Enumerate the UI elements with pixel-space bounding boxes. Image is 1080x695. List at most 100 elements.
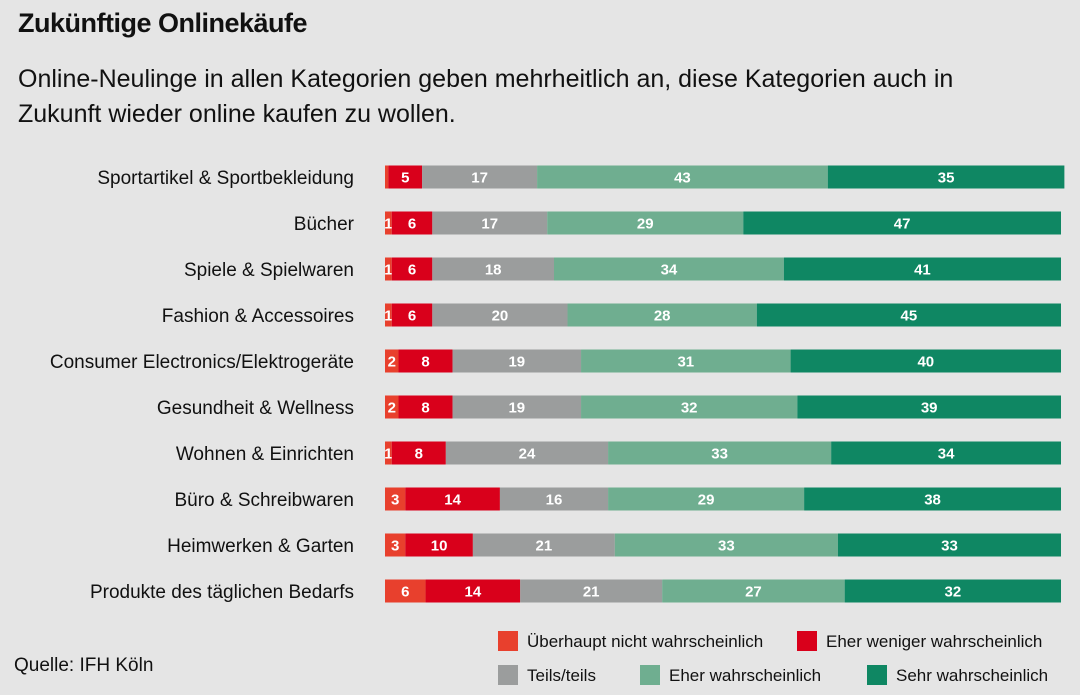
bar-segment [432, 303, 568, 327]
bar-segment [385, 487, 406, 511]
bar-segment [391, 257, 433, 281]
bar-segment [783, 257, 1061, 281]
bar-segment [391, 211, 433, 235]
data-label: 6 [408, 262, 416, 279]
bar-segment [398, 395, 453, 419]
bar-segment [405, 533, 473, 557]
bar-segment [756, 303, 1061, 327]
bar-segment [797, 395, 1061, 419]
bar-segment [581, 395, 798, 419]
bar-segment [614, 533, 838, 557]
legend-label: Teils/teils [527, 666, 596, 685]
data-label: 8 [415, 446, 423, 463]
data-label: 10 [431, 538, 448, 555]
legend-swatch [498, 631, 518, 651]
data-label: 45 [901, 308, 918, 325]
legend-label: Eher weniger wahrscheinlich [826, 632, 1042, 651]
bar-segment [398, 349, 453, 373]
category-label: Spiele & Spielwaren [184, 260, 354, 281]
bar-segment [537, 165, 828, 189]
legend-swatch [867, 665, 887, 685]
bar-segment [608, 441, 832, 465]
bar-segment [385, 257, 392, 281]
bar-segment [385, 395, 399, 419]
bar-segment [385, 303, 392, 327]
data-label: 33 [941, 538, 958, 555]
bar-segment [432, 257, 554, 281]
bar-segment [547, 211, 744, 235]
data-label: 19 [508, 400, 525, 417]
data-label: 3 [391, 538, 399, 555]
bar-segment [385, 165, 389, 189]
bar-segment [385, 533, 406, 557]
bar-segment [554, 257, 784, 281]
category-label: Büro & Schreibwaren [174, 490, 354, 511]
data-label: 32 [944, 584, 961, 601]
data-label: 2 [388, 400, 396, 417]
bar-segment [452, 349, 582, 373]
bar-segment [844, 579, 1061, 603]
bar-segment [385, 579, 426, 603]
legend-label: Überhaupt nicht wahrscheinlich [527, 632, 763, 651]
data-label: 20 [492, 308, 509, 325]
bar-segment [391, 441, 446, 465]
bar-segment [405, 487, 500, 511]
category-label: Wohnen & Einrichten [176, 444, 354, 465]
bar-segment [432, 211, 548, 235]
legend-label: Sehr wahrscheinlich [896, 666, 1048, 685]
bar-segment [452, 395, 582, 419]
bar-segment [804, 487, 1061, 511]
data-label: 29 [637, 216, 654, 233]
data-label: 32 [681, 400, 698, 417]
data-label: 33 [711, 446, 728, 463]
bar-segment [425, 579, 521, 603]
data-label: 40 [917, 354, 934, 371]
data-label: 6 [408, 308, 416, 325]
data-label: 8 [421, 354, 429, 371]
data-label: 47 [894, 216, 911, 233]
data-label: 21 [583, 584, 600, 601]
data-label: 6 [408, 216, 416, 233]
category-label: Consumer Electronics/Elektrogeräte [50, 352, 354, 373]
data-label: 28 [654, 308, 671, 325]
data-label: 21 [536, 538, 553, 555]
legend-label: Eher wahrscheinlich [669, 666, 821, 685]
data-label: 1 [384, 216, 392, 233]
bar-segment [391, 303, 433, 327]
bar-segment [385, 441, 392, 465]
bar-segment [662, 579, 845, 603]
data-label: 3 [391, 492, 399, 509]
chart-title: Zukünftige Onlinekäufe [18, 8, 308, 38]
category-label: Sportartikel & Sportbekleidung [97, 168, 354, 189]
data-label: 5 [401, 170, 409, 187]
bar-segment [581, 349, 791, 373]
category-label: Heimwerken & Garten [167, 536, 354, 557]
data-label: 38 [924, 492, 941, 509]
bar-segment [790, 349, 1061, 373]
data-label: 17 [481, 216, 498, 233]
legend-swatch [797, 631, 817, 651]
bar-segment [422, 165, 538, 189]
data-label: 39 [921, 400, 938, 417]
data-label: 34 [938, 446, 955, 463]
category-label: Bücher [294, 214, 355, 235]
data-label: 24 [519, 446, 536, 463]
data-label: 33 [718, 538, 735, 555]
bar-segment [831, 441, 1061, 465]
legend-swatch [498, 665, 518, 685]
data-label: 31 [677, 354, 694, 371]
category-label: Produkte des täglichen Bedarfs [90, 582, 354, 603]
data-label: 29 [698, 492, 715, 509]
bar-segment [567, 303, 757, 327]
data-label: 1 [384, 446, 392, 463]
bar-segment [388, 165, 423, 189]
data-label: 18 [485, 262, 502, 279]
bar-segment [385, 349, 399, 373]
data-label: 2 [388, 354, 396, 371]
bar-segment [385, 211, 392, 235]
data-label: 14 [444, 492, 461, 509]
data-label: 43 [674, 170, 691, 187]
data-label: 17 [471, 170, 488, 187]
